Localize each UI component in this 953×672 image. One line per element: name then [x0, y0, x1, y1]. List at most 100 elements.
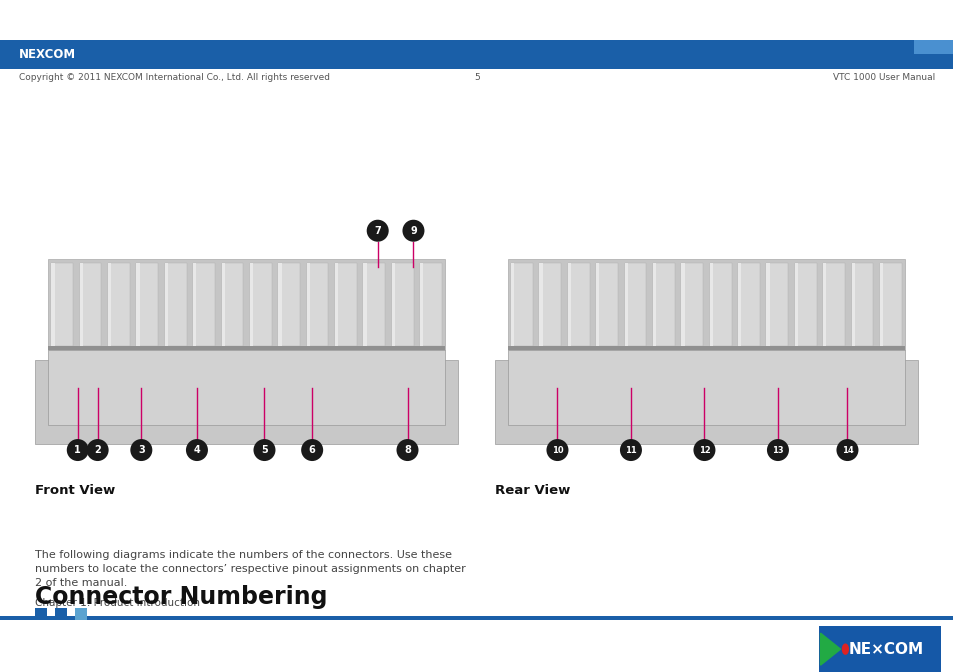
Ellipse shape [619, 439, 641, 461]
Bar [596, 263, 598, 345]
Bar [35, 608, 48, 620]
Text: Rear View: Rear View [495, 484, 570, 497]
Bar [738, 263, 740, 345]
Bar [108, 263, 112, 345]
Bar [913, 40, 953, 54]
Bar [136, 263, 139, 345]
Text: 14: 14 [841, 446, 852, 454]
Text: 12: 12 [698, 446, 710, 454]
Ellipse shape [301, 439, 323, 461]
Text: 2 of the manual.: 2 of the manual. [35, 578, 128, 588]
Bar [507, 345, 904, 350]
Text: 5: 5 [261, 445, 268, 455]
Bar [680, 263, 702, 345]
Bar [250, 263, 272, 345]
Bar [278, 263, 281, 345]
Bar [79, 263, 83, 345]
Bar [567, 263, 571, 345]
Text: VTC 1000 User Manual: VTC 1000 User Manual [832, 73, 934, 81]
Bar [79, 263, 101, 345]
Bar [306, 263, 328, 345]
Bar [765, 263, 787, 345]
Bar [392, 263, 395, 345]
Ellipse shape [131, 439, 152, 461]
Bar [392, 263, 414, 345]
Bar [495, 360, 917, 444]
Bar [507, 259, 904, 350]
Bar [0, 40, 953, 69]
Ellipse shape [186, 439, 208, 461]
Bar [624, 263, 646, 345]
Bar [507, 350, 904, 425]
Bar [822, 263, 825, 345]
Text: 10: 10 [551, 446, 562, 454]
Bar [538, 263, 560, 345]
Ellipse shape [402, 220, 424, 242]
Text: 1: 1 [74, 445, 81, 455]
Bar [851, 263, 854, 345]
Bar [335, 263, 356, 345]
Bar [51, 263, 73, 345]
Bar [567, 263, 589, 345]
Bar [55, 608, 68, 620]
Bar [278, 263, 300, 345]
Ellipse shape [841, 644, 848, 655]
Bar [75, 608, 88, 620]
Bar [335, 263, 338, 345]
Bar [306, 263, 310, 345]
Text: 2: 2 [94, 445, 101, 455]
Bar [794, 263, 798, 345]
Bar [48, 259, 445, 350]
Bar [419, 263, 423, 345]
Bar [363, 263, 385, 345]
Bar [165, 263, 187, 345]
Bar [193, 263, 196, 345]
Ellipse shape [253, 439, 275, 461]
Text: 3: 3 [138, 445, 145, 455]
Bar [511, 263, 533, 345]
Text: 13: 13 [771, 446, 783, 454]
Bar [680, 263, 684, 345]
Bar [136, 263, 158, 345]
Ellipse shape [87, 439, 109, 461]
Bar [51, 263, 54, 345]
Bar [624, 263, 627, 345]
Text: The following diagrams indicate the numbers of the connectors. Use these: The following diagrams indicate the numb… [35, 550, 452, 560]
Text: 5: 5 [474, 73, 479, 81]
Ellipse shape [366, 220, 388, 242]
Bar [250, 263, 253, 345]
Bar [363, 263, 366, 345]
Polygon shape [820, 633, 840, 665]
Text: 7: 7 [374, 226, 380, 236]
Bar [108, 263, 130, 345]
Ellipse shape [836, 439, 858, 461]
Text: 9: 9 [410, 226, 416, 236]
Bar [0, 616, 953, 620]
Bar [221, 263, 243, 345]
Bar [48, 350, 445, 425]
Text: NEXCOM: NEXCOM [19, 48, 76, 61]
Bar [652, 263, 674, 345]
Bar [652, 263, 656, 345]
Ellipse shape [546, 439, 568, 461]
Bar [879, 263, 882, 345]
Bar [709, 263, 712, 345]
Text: Chapter 1: Product Introduction: Chapter 1: Product Introduction [35, 598, 200, 608]
Bar [221, 263, 225, 345]
Bar [913, 54, 953, 69]
Text: 8: 8 [404, 445, 411, 455]
Bar [765, 263, 769, 345]
Text: 6: 6 [309, 445, 315, 455]
Text: 4: 4 [193, 445, 200, 455]
Text: NE×COM: NE×COM [847, 642, 923, 657]
Bar [419, 263, 441, 345]
Text: Copyright © 2011 NEXCOM International Co., Ltd. All rights reserved: Copyright © 2011 NEXCOM International Co… [19, 73, 330, 81]
Bar [879, 263, 901, 345]
Text: Connector Numbering: Connector Numbering [35, 585, 328, 609]
Text: Front View: Front View [35, 484, 115, 497]
Ellipse shape [67, 439, 89, 461]
Bar [794, 263, 816, 345]
Text: numbers to locate the connectors’ respective pinout assignments on chapter: numbers to locate the connectors’ respec… [35, 564, 466, 574]
Bar [818, 626, 940, 672]
Bar [48, 345, 445, 350]
